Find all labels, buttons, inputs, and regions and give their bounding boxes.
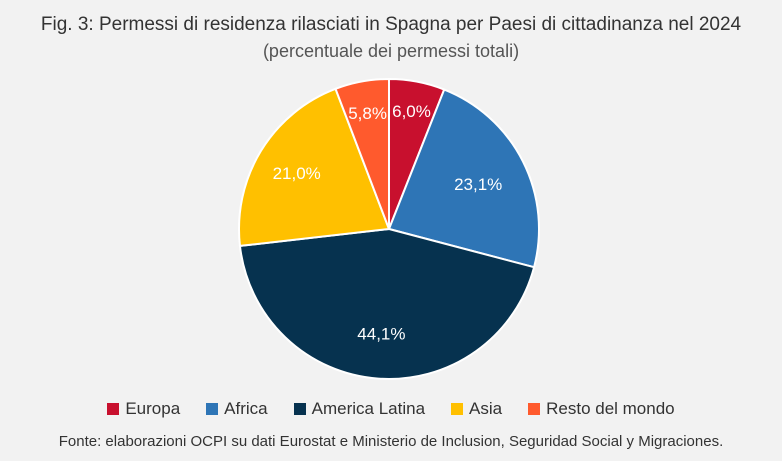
pie-labels: 6,0% 23,1% 44,1% 21,0% 5,8%: [273, 102, 503, 344]
legend: Europa Africa America Latina Asia Resto …: [0, 399, 782, 419]
legend-item-africa: Africa: [206, 399, 268, 419]
pie-slice-africa: [387, 88, 540, 269]
pie-slice-resto-del-mondo: [334, 77, 390, 230]
legend-swatch: [451, 403, 464, 415]
data-label-resto-del-mondo: 5,8%: [348, 104, 387, 123]
legend-swatch: [107, 403, 120, 415]
legend-label: Resto del mondo: [546, 399, 675, 418]
data-label-africa: 23,1%: [454, 175, 502, 194]
chart-title: Fig. 3: Permessi di residenza rilasciati…: [40, 14, 742, 35]
pie-slice-asia: [238, 87, 391, 248]
pie-slices: [238, 77, 540, 380]
legend-item-resto-del-mondo: Resto del mondo: [528, 399, 675, 419]
legend-item-europa: Europa: [107, 399, 180, 419]
source-note: Fonte: elaborazioni OCPI su dati Eurosta…: [58, 433, 724, 450]
data-label-europa: 6,0%: [392, 102, 431, 121]
legend-label: Europa: [125, 399, 181, 418]
chart-subtitle: (percentuale dei permessi totali): [262, 41, 520, 61]
legend-swatch: [206, 403, 219, 415]
legend-item-america-latina: America Latina: [293, 399, 426, 419]
legend-label: America Latina: [311, 399, 426, 418]
legend-label: Asia: [469, 399, 503, 418]
legend-item-asia: Asia: [451, 399, 502, 419]
data-label-america-latina: 44,1%: [357, 325, 405, 344]
data-label-asia: 21,0%: [273, 164, 321, 183]
legend-label: Africa: [224, 399, 268, 418]
pie-slice-america-latina: [238, 227, 536, 380]
legend-swatch: [528, 403, 541, 415]
legend-swatch: [293, 403, 306, 415]
